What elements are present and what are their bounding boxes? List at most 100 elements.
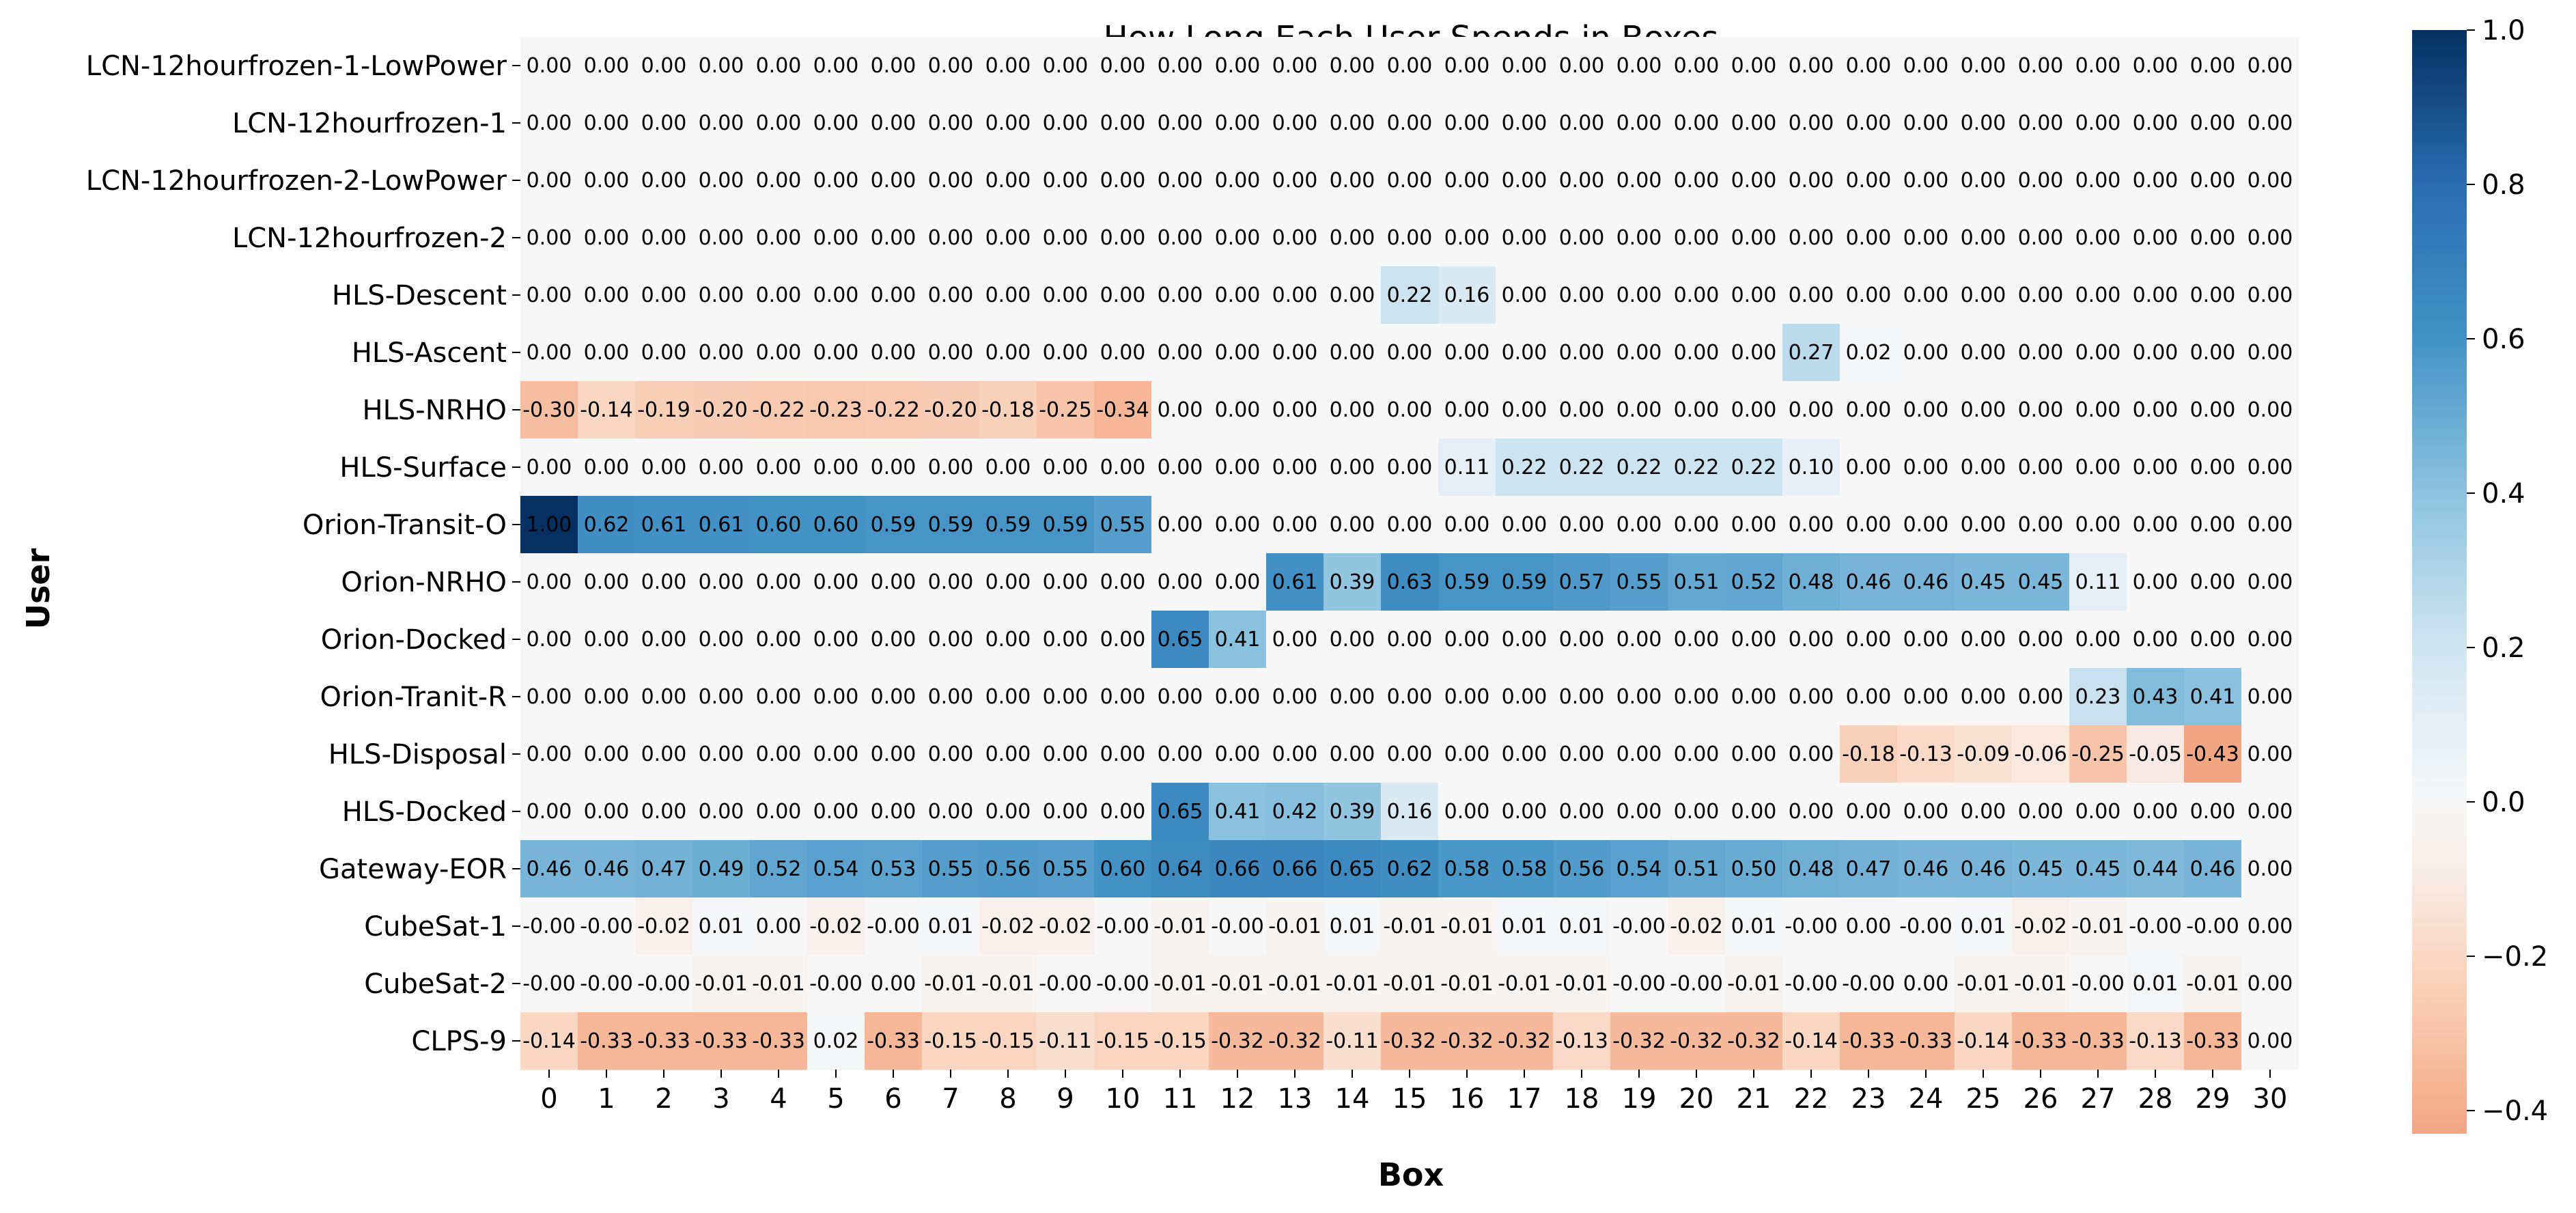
cell-value-label: -0.33 [2071, 1029, 2125, 1053]
heatmap-cell [2127, 37, 2185, 95]
heatmap-cell [750, 725, 808, 783]
heatmap-cell [1553, 94, 1611, 152]
heatmap-cell [1610, 840, 1668, 898]
cell-value-label: 0.00 [2248, 570, 2293, 594]
cell-value-label: 0.00 [928, 283, 974, 307]
heatmap-cell [979, 266, 1037, 324]
cell-value-label: 0.00 [2075, 111, 2121, 135]
x-tick-label: 19 [1622, 1083, 1657, 1115]
cell-value-label: 0.02 [1846, 341, 1892, 365]
cell-value-label: 0.00 [1444, 398, 1490, 422]
heatmap-cell [1324, 152, 1382, 210]
heatmap-cell [1897, 725, 1955, 783]
heatmap-cell [1955, 324, 2013, 382]
cell-value-label: 0.60 [813, 513, 859, 537]
heatmap-cell [1209, 840, 1267, 898]
cell-value-label: 0.00 [928, 341, 974, 365]
heatmap-cell [1094, 266, 1152, 324]
cell-value-label: 0.47 [641, 857, 687, 881]
heatmap-cell [520, 840, 578, 898]
heatmap-cell [1266, 553, 1324, 611]
cell-value-label: 0.00 [1616, 398, 1662, 422]
heatmap-cell [2069, 783, 2127, 841]
heatmap-cell [1496, 668, 1554, 726]
heatmap-cell [1782, 209, 1840, 267]
cell-value-label: 0.00 [2190, 800, 2236, 824]
heatmap-cell [865, 209, 923, 267]
heatmap-cell [1381, 94, 1439, 152]
cell-value-label: 0.00 [756, 341, 802, 365]
cell-value-label: 0.00 [1272, 341, 1318, 365]
heatmap-cell [1324, 955, 1382, 1013]
cell-value-label: 0.01 [1961, 915, 2006, 938]
cell-value-label: 0.00 [1158, 111, 1203, 135]
heatmap-cell [1381, 783, 1439, 841]
cell-value-label: 0.59 [1502, 570, 1548, 594]
heatmap-cell [922, 611, 980, 669]
cell-value-label: 0.00 [527, 628, 572, 652]
heatmap-cell [1725, 955, 1783, 1013]
heatmap-cell [979, 438, 1037, 497]
cell-value-label: 0.00 [1616, 54, 1662, 78]
heatmap-cell [1897, 266, 1955, 324]
cell-value-label: 0.00 [1961, 685, 2006, 709]
colorbar-tick-label: 0.6 [2482, 324, 2525, 355]
heatmap-cell [1209, 266, 1267, 324]
heatmap-cell [1897, 381, 1955, 439]
cell-value-label: 0.00 [1158, 456, 1203, 479]
cell-value-label: -0.32 [1670, 1029, 1723, 1053]
heatmap-cell [1668, 725, 1726, 783]
cell-value-label: 0.00 [1502, 398, 1548, 422]
cell-value-label: 0.00 [584, 54, 630, 78]
cell-value-label: -0.00 [809, 972, 863, 996]
heatmap-cell [2127, 496, 2185, 554]
heatmap-cell [1324, 1012, 1382, 1070]
heatmap-cell [692, 37, 751, 95]
cell-value-label: 0.00 [2133, 800, 2179, 824]
x-tick-labels: 0 1 2 3 4 5 6 7 8 9 10 11 12 13 14 15 16 17 18 19 20 21 22 23 24… [540, 1070, 2287, 1115]
cell-value-label: 0.00 [2018, 111, 2064, 135]
heatmap-cell [1553, 840, 1611, 898]
x-tick-label: 28 [2138, 1083, 2173, 1115]
cell-value-label: -0.01 [1268, 915, 1321, 938]
heatmap-cell [2184, 783, 2242, 841]
heatmap-cell [2012, 94, 2070, 152]
heatmap-cell [1897, 668, 1955, 726]
heatmap-cell [1840, 324, 1898, 382]
heatmap-cell [635, 209, 693, 267]
heatmap-cell [865, 37, 923, 95]
cell-value-label: 0.00 [641, 169, 687, 193]
x-tick-label: 13 [1278, 1083, 1313, 1115]
cell-value-label: 0.00 [1903, 628, 1949, 652]
cell-value-label: 0.00 [1846, 398, 1892, 422]
heatmap-cell [635, 897, 693, 956]
y-tick-label: HLS-Surface [339, 452, 507, 484]
heatmap-cell [979, 897, 1037, 956]
cell-value-label: 0.11 [1444, 456, 1490, 479]
cell-value-label: 0.00 [699, 111, 744, 135]
cell-value-label: 0.00 [813, 226, 859, 250]
heatmap-cell [1209, 611, 1267, 669]
cell-value-label: -0.01 [1326, 972, 1379, 996]
heatmap-cell [1496, 37, 1554, 95]
heatmap-cell [807, 381, 865, 439]
x-tick-label: 9 [1056, 1083, 1074, 1115]
cell-value-label: 0.01 [1502, 915, 1548, 938]
heatmap-cell [578, 553, 636, 611]
y-tick-label: CubeSat-1 [364, 911, 507, 943]
cell-value-label: 0.00 [2248, 742, 2293, 766]
x-tick-label: 20 [1679, 1083, 1714, 1115]
y-tick-label: HLS-NRHO [363, 395, 507, 426]
cell-value-label: 0.00 [1387, 341, 1433, 365]
heatmap-cell [1840, 438, 1898, 497]
heatmap-cell [2241, 209, 2299, 267]
heatmap-cell [1782, 783, 1840, 841]
cell-value-label: 0.00 [1961, 226, 2006, 250]
heatmap-cell [1209, 1012, 1267, 1070]
heatmap-cell [1955, 1012, 2013, 1070]
cell-value-label: -0.01 [2071, 915, 2125, 938]
cell-value-label: 0.00 [584, 169, 630, 193]
heatmap-cell [750, 94, 808, 152]
heatmap-cell [1094, 725, 1152, 783]
cell-value-label: 0.00 [871, 226, 916, 250]
